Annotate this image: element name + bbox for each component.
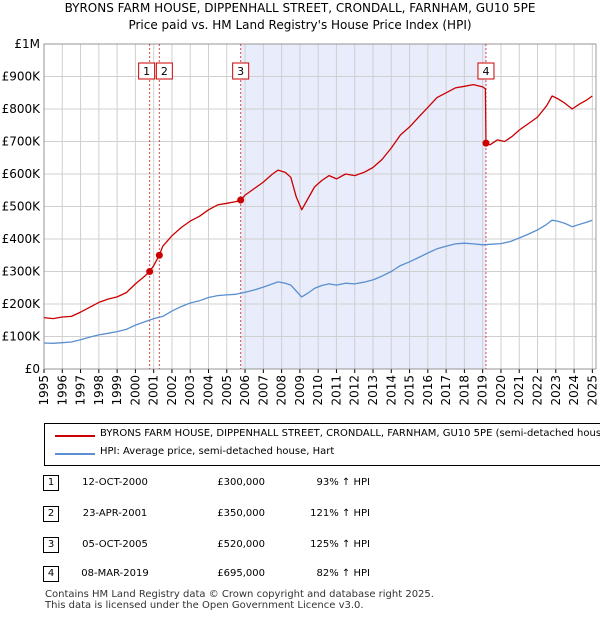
legend-label-property: BYRONS FARM HOUSE, DIPPENHALL STREET, CR… bbox=[100, 428, 600, 439]
transaction-date: 08-MAR-2019 bbox=[81, 568, 149, 579]
y-tick-label: £500K bbox=[2, 200, 42, 214]
y-tick-label: £0 bbox=[25, 362, 40, 376]
y-tick-label: £900K bbox=[2, 70, 42, 84]
y-tick-label: £400K bbox=[2, 232, 42, 246]
x-tick-label: 2012 bbox=[348, 375, 362, 406]
x-tick-label: 2019 bbox=[476, 375, 490, 406]
x-tick-label: 2017 bbox=[439, 375, 453, 406]
x-tick-label: 2002 bbox=[165, 375, 179, 406]
x-tick-label: 2008 bbox=[275, 375, 289, 406]
footer: Contains HM Land Registry data © Crown c… bbox=[45, 589, 434, 611]
x-tick-label: 2000 bbox=[128, 375, 142, 406]
price-chart: £0 £100K £200K £300K £400K £500K £600K £700K £80… bbox=[2, 37, 600, 406]
transaction-number: 2 bbox=[43, 506, 59, 522]
x-tick-label: 2015 bbox=[403, 375, 417, 406]
transaction-row-3: 3 05-OCT-2005 £520,000 125% ↑ HPI bbox=[0, 537, 600, 557]
y-tick-label: £300K bbox=[2, 265, 42, 279]
hpi-line bbox=[43, 219, 593, 344]
sale-point bbox=[155, 251, 163, 259]
transaction-hpi: 82% ↑ HPI bbox=[316, 568, 370, 579]
x-tick-label: 2020 bbox=[494, 375, 508, 406]
sale-point bbox=[237, 196, 245, 204]
sale-label-box bbox=[232, 62, 250, 80]
transaction-row-4: 4 08-MAR-2019 £695,000 82% ↑ HPI bbox=[0, 566, 600, 586]
x-tick-label: 2001 bbox=[147, 375, 161, 406]
sale-label-box bbox=[477, 62, 495, 80]
transaction-price: £695,000 bbox=[217, 568, 265, 579]
x-tick-label: 2009 bbox=[293, 375, 307, 406]
x-tick-label: 2025 bbox=[585, 375, 599, 406]
chart-subtitle: Price paid vs. HM Land Registry's House … bbox=[128, 18, 472, 32]
y-tick-label: £700K bbox=[2, 135, 42, 149]
legend: BYRONS FARM HOUSE, DIPPENHALL STREET, CR… bbox=[44, 423, 600, 466]
footer-copyright: Contains HM Land Registry data © Crown c… bbox=[45, 589, 434, 600]
x-tick-label: 2005 bbox=[220, 375, 234, 406]
y-tick-label: £100K bbox=[2, 330, 42, 344]
y-tick-label: £1M bbox=[14, 37, 40, 51]
x-tick-label: 2007 bbox=[256, 375, 270, 406]
x-tick-label: 2010 bbox=[311, 375, 325, 406]
x-tick-label: 2024 bbox=[567, 375, 581, 406]
x-tick-label: 2011 bbox=[329, 375, 343, 406]
x-tick-label: 1997 bbox=[74, 375, 88, 406]
sale-label-number: 3 bbox=[237, 65, 244, 78]
transaction-price: £350,000 bbox=[217, 508, 265, 519]
chart-title: BYRONS FARM HOUSE, DIPPENHALL STREET, CR… bbox=[64, 1, 536, 15]
x-tick-label: 2016 bbox=[421, 375, 435, 406]
sale-label-number: 2 bbox=[161, 65, 168, 78]
transaction-date: 23-APR-2001 bbox=[82, 508, 148, 519]
transaction-date: 05-OCT-2005 bbox=[82, 539, 148, 550]
x-tick-label: 2021 bbox=[512, 375, 526, 406]
sale-point bbox=[482, 139, 490, 147]
x-tick-label: 2014 bbox=[384, 375, 398, 406]
x-tick-label: 2013 bbox=[366, 375, 380, 406]
legend-swatch-hpi bbox=[55, 453, 95, 455]
sale-label-number: 4 bbox=[482, 65, 489, 78]
transaction-date: 12-OCT-2000 bbox=[82, 477, 148, 488]
transaction-hpi: 125% ↑ HPI bbox=[310, 539, 370, 550]
legend-item-property: BYRONS FARM HOUSE, DIPPENHALL STREET, CR… bbox=[45, 427, 600, 445]
x-tick-label: 1995 bbox=[37, 375, 51, 406]
transaction-number: 1 bbox=[43, 475, 59, 491]
x-tick-label: 2023 bbox=[549, 375, 563, 406]
x-tick-label: 2018 bbox=[457, 375, 471, 406]
x-tick-label: 2006 bbox=[238, 375, 252, 406]
sale-label-number: 1 bbox=[143, 65, 150, 78]
transaction-number: 4 bbox=[43, 566, 59, 582]
x-tick-label: 1998 bbox=[92, 375, 106, 406]
plot-frame bbox=[43, 43, 597, 370]
transaction-number: 3 bbox=[43, 537, 59, 553]
footer-licence: This data is licensed under the Open Gov… bbox=[45, 600, 364, 611]
sale-label-box bbox=[138, 62, 156, 80]
sale-point bbox=[146, 268, 154, 275]
legend-item-hpi: HPI: Average price, semi-detached house,… bbox=[45, 445, 600, 463]
transaction-hpi: 121% ↑ HPI bbox=[310, 508, 370, 519]
x-tick-label: 2003 bbox=[183, 375, 197, 406]
y-tick-label: £200K bbox=[2, 297, 42, 311]
transaction-row-1: 1 12-OCT-2000 £300,000 93% ↑ HPI bbox=[0, 475, 600, 495]
x-tick-label: 1996 bbox=[55, 375, 69, 406]
transaction-price: £300,000 bbox=[217, 477, 265, 488]
transaction-price: £520,000 bbox=[217, 539, 265, 550]
legend-label-hpi: HPI: Average price, semi-detached house,… bbox=[100, 446, 335, 457]
x-tick-label: 2004 bbox=[202, 375, 216, 406]
x-tick-label: 2022 bbox=[531, 375, 545, 406]
transaction-row-2: 2 23-APR-2001 £350,000 121% ↑ HPI bbox=[0, 506, 600, 526]
transaction-hpi: 93% ↑ HPI bbox=[316, 477, 370, 488]
x-tick-label: 1999 bbox=[110, 375, 124, 406]
y-tick-label: £600K bbox=[2, 167, 42, 181]
legend-swatch-property bbox=[55, 435, 95, 437]
y-tick-label: £800K bbox=[2, 102, 42, 116]
sale-label-box bbox=[155, 62, 173, 80]
